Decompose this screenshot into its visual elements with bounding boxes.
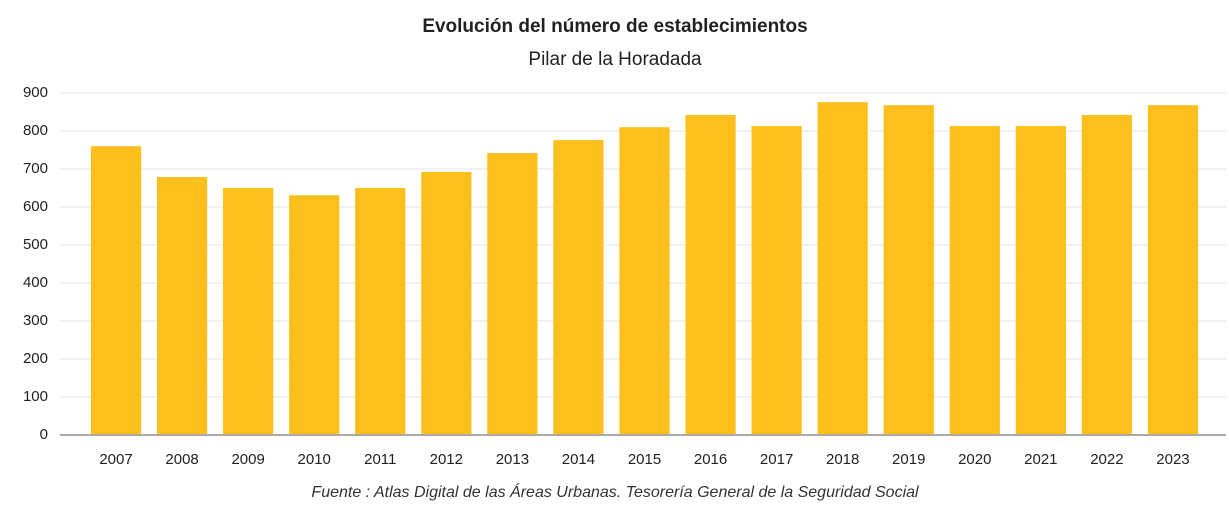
bar (751, 126, 802, 435)
bar (685, 115, 736, 435)
bar (223, 188, 274, 435)
bar (289, 195, 340, 435)
bar (487, 153, 538, 436)
y-tick-label: 400 (23, 274, 48, 291)
x-tick-label: 2018 (826, 451, 859, 468)
x-tick-label: 2011 (364, 451, 396, 468)
bar (619, 127, 670, 435)
x-tick-label: 2013 (496, 451, 529, 468)
x-tick-label: 2021 (1024, 451, 1057, 468)
bar (1147, 105, 1199, 435)
bar (421, 172, 472, 436)
bar (355, 188, 406, 435)
x-tick-label: 2020 (958, 451, 991, 468)
x-tick-label: 2009 (231, 451, 264, 468)
x-tick-label: 2008 (165, 451, 198, 468)
x-tick-label: 2010 (298, 451, 331, 468)
bar (553, 140, 604, 435)
x-tick-label: 2019 (892, 451, 925, 468)
x-tick-label: 2012 (430, 451, 463, 468)
x-tick-label: 2016 (694, 451, 727, 468)
x-tick-label: 2023 (1156, 451, 1189, 468)
chart-subtitle: Pilar de la Horadada (528, 49, 702, 70)
bar (817, 102, 868, 436)
chart-title: Evolución del número de establecimientos (422, 16, 807, 37)
y-tick-label: 900 (23, 84, 48, 101)
x-tick-label: 2007 (99, 451, 132, 468)
x-tick-label: 2015 (628, 451, 661, 468)
bar (1081, 115, 1133, 435)
bar (949, 126, 1000, 435)
x-tick-label: 2022 (1090, 451, 1123, 468)
y-tick-label: 200 (23, 350, 48, 367)
y-tick-label: 600 (23, 198, 48, 215)
y-tick-label: 500 (23, 236, 48, 253)
x-tick-label: 2014 (562, 451, 595, 468)
bar (1015, 126, 1066, 435)
y-tick-label: 100 (23, 388, 48, 405)
y-tick-label: 0 (40, 426, 48, 443)
y-tick-label: 700 (23, 160, 48, 177)
y-tick-label: 800 (23, 122, 48, 139)
bar (883, 105, 934, 435)
y-tick-label: 300 (23, 312, 48, 329)
source-note: Fuente : Atlas Digital de las Áreas Urba… (311, 482, 919, 501)
bar (156, 176, 208, 436)
bar (90, 146, 142, 435)
x-tick-label: 2017 (760, 451, 793, 468)
